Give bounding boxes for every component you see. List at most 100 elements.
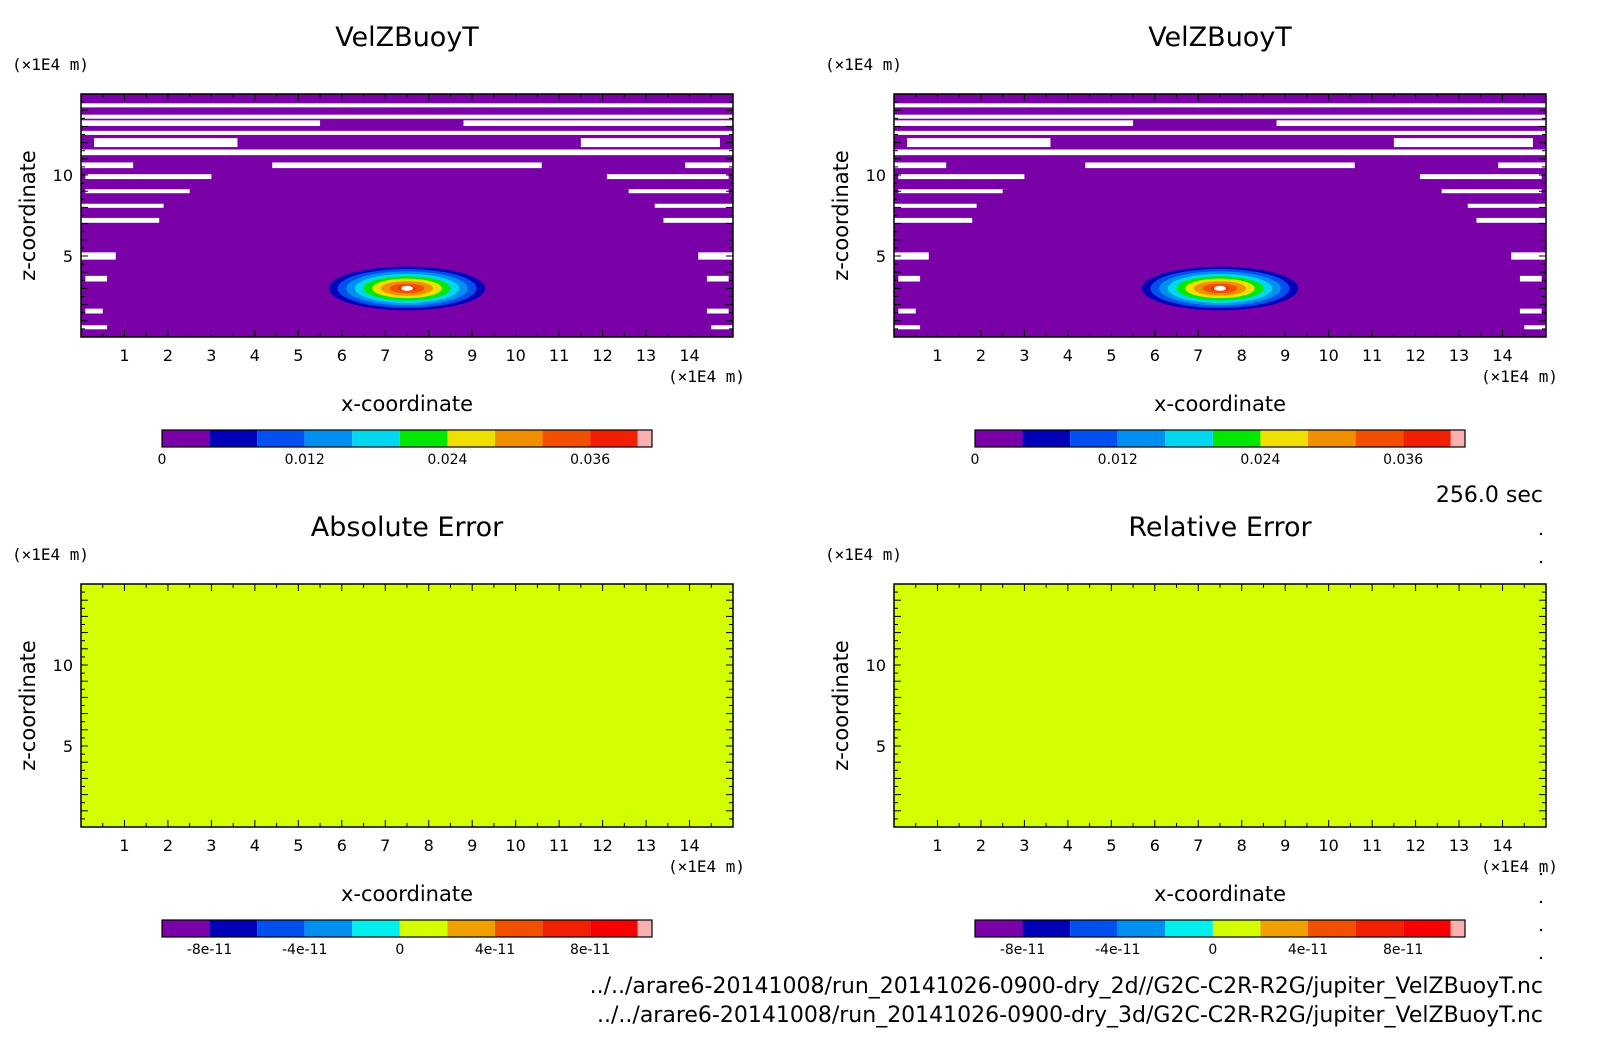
white-streak bbox=[81, 217, 160, 223]
x-tick-label: 7 bbox=[380, 836, 390, 855]
file-path-2d: ../../arare6-20141008/run_20141026-0900-… bbox=[590, 974, 1543, 999]
x-tick-label: 5 bbox=[293, 346, 303, 365]
colorbar-swatch-10 bbox=[1450, 920, 1465, 937]
colorbar-swatch-2 bbox=[257, 920, 305, 937]
white-streak bbox=[272, 162, 542, 169]
y-unit-label: (×1E4 m) bbox=[12, 55, 89, 74]
x-tick-label: 5 bbox=[1106, 346, 1116, 365]
colorbar-frame bbox=[974, 429, 1466, 448]
colorbar-swatch-9 bbox=[1403, 920, 1451, 937]
colorbar-label: 0.012 bbox=[1098, 452, 1138, 468]
x-tick-label: 13 bbox=[1449, 346, 1469, 365]
chart-title: VelZBuoyT bbox=[1148, 22, 1292, 53]
white-streak bbox=[907, 138, 1051, 148]
heatmap-fill bbox=[894, 584, 1546, 827]
colorbar-swatch-2 bbox=[257, 430, 305, 447]
white-streak bbox=[1519, 275, 1542, 282]
white-streak bbox=[1519, 308, 1542, 314]
x-tick-label: 9 bbox=[1280, 346, 1290, 365]
colorbar-label: 0.036 bbox=[1383, 452, 1423, 468]
y-tick-label: 10 bbox=[866, 166, 886, 185]
x-unit-label: (×1E4 m) bbox=[1481, 367, 1558, 386]
x-tick-label: 3 bbox=[206, 836, 216, 855]
white-streak bbox=[580, 138, 720, 148]
white-streak bbox=[894, 114, 1546, 119]
colorbar-swatch-9 bbox=[1403, 430, 1451, 447]
x-tick-label: 14 bbox=[1492, 836, 1512, 855]
stray-dots bbox=[1539, 532, 1543, 960]
x-tick-label: 11 bbox=[1362, 836, 1382, 855]
x-tick-label: 1 bbox=[119, 346, 129, 365]
colorbar-swatch-3 bbox=[304, 430, 353, 447]
x-tick-label: 12 bbox=[592, 346, 612, 365]
colorbar-swatch-10 bbox=[637, 430, 652, 447]
x-tick-label: 4 bbox=[1063, 346, 1073, 365]
heatmap-field bbox=[894, 584, 1546, 827]
colorbar-label: 0 bbox=[395, 942, 404, 958]
white-streak bbox=[628, 189, 729, 194]
x-unit-label: (×1E4 m) bbox=[668, 857, 745, 876]
colorbar-swatch-9 bbox=[590, 920, 638, 937]
bubble-core bbox=[1214, 285, 1226, 291]
white-streak bbox=[85, 174, 212, 180]
colorbar-swatch-2 bbox=[1070, 430, 1118, 447]
colorbar-swatch-4 bbox=[352, 920, 400, 937]
heatmap-fill bbox=[81, 584, 733, 827]
white-streak bbox=[706, 308, 729, 314]
chart-title: Absolute Error bbox=[311, 512, 504, 543]
x-unit-label: (×1E4 m) bbox=[1481, 857, 1558, 876]
colorbar-swatch-1 bbox=[209, 430, 258, 447]
colorbar-swatch-3 bbox=[304, 920, 353, 937]
white-streak bbox=[894, 149, 1546, 156]
white-streak bbox=[898, 174, 1025, 180]
colorbar-swatch-3 bbox=[1117, 920, 1166, 937]
colorbar-swatch-5 bbox=[399, 430, 448, 447]
x-tick-label: 11 bbox=[549, 836, 569, 855]
x-tick-label: 12 bbox=[1405, 346, 1425, 365]
colorbar-swatch-7 bbox=[1308, 920, 1356, 937]
white-streak bbox=[94, 138, 238, 148]
x-tick-label: 2 bbox=[163, 346, 173, 365]
colorbar-swatch-7 bbox=[495, 920, 543, 937]
white-streak bbox=[1467, 203, 1546, 208]
x-tick-label: 6 bbox=[1150, 836, 1160, 855]
x-tick-label: 12 bbox=[592, 836, 612, 855]
y-tick-label: 5 bbox=[876, 737, 886, 756]
x-tick-label: 5 bbox=[1106, 836, 1116, 855]
colorbar-swatch-9 bbox=[590, 430, 638, 447]
y-tick-label: 5 bbox=[63, 737, 73, 756]
colorbar-swatch-6 bbox=[447, 920, 496, 937]
x-axis-label: x-coordinate bbox=[341, 882, 473, 906]
x-tick-label: 8 bbox=[424, 836, 434, 855]
colorbar-swatch-7 bbox=[495, 430, 543, 447]
white-streak bbox=[1393, 138, 1533, 148]
colorbar-label: -8e-11 bbox=[187, 942, 232, 958]
colorbar-label: 4e-11 bbox=[1288, 942, 1328, 958]
y-tick-label: 10 bbox=[866, 656, 886, 675]
x-tick-label: 4 bbox=[250, 836, 260, 855]
x-tick-label: 12 bbox=[1405, 836, 1425, 855]
x-tick-label: 10 bbox=[505, 346, 525, 365]
x-tick-label: 6 bbox=[1150, 346, 1160, 365]
x-tick-label: 7 bbox=[1193, 836, 1203, 855]
y-tick-label: 10 bbox=[53, 656, 73, 675]
colorbar-swatch-8 bbox=[1355, 430, 1404, 447]
colorbar-label: 0.024 bbox=[1240, 452, 1280, 468]
colorbar-swatch-0 bbox=[162, 430, 210, 447]
colorbar-swatch-1 bbox=[209, 920, 258, 937]
colorbar-label: -8e-11 bbox=[1000, 942, 1045, 958]
x-axis-label: x-coordinate bbox=[1154, 882, 1286, 906]
white-streak bbox=[85, 189, 190, 194]
x-tick-label: 13 bbox=[1449, 836, 1469, 855]
y-axis-label: z-coordinate bbox=[829, 150, 853, 281]
x-tick-label: 9 bbox=[467, 836, 477, 855]
x-tick-label: 5 bbox=[293, 836, 303, 855]
white-streak bbox=[898, 189, 1003, 194]
x-tick-label: 4 bbox=[1063, 836, 1073, 855]
x-tick-label: 14 bbox=[679, 346, 699, 365]
y-axis-label: z-coordinate bbox=[829, 640, 853, 771]
colorbar-swatch-0 bbox=[975, 430, 1023, 447]
white-streak bbox=[663, 217, 733, 223]
colorbar-label: -4e-11 bbox=[1095, 942, 1140, 958]
colorbar-frame bbox=[161, 919, 653, 938]
